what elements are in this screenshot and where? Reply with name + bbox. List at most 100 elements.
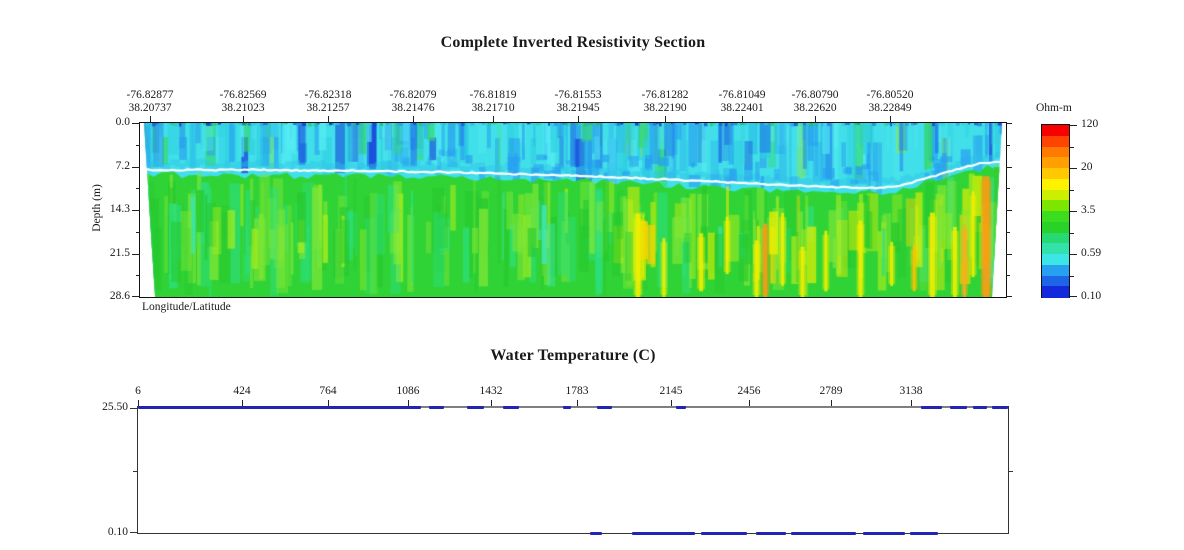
lonlat-label-lat: 38.21023 xyxy=(221,102,265,114)
depth-tick-minor-right xyxy=(1006,275,1010,276)
colorbar-band xyxy=(1042,232,1069,244)
lonlat-label-lat: 38.20737 xyxy=(128,102,172,114)
lonlat-tick xyxy=(493,116,494,123)
colorbar-tick-label: 120 xyxy=(1081,118,1099,130)
temperature-segment-25-50 xyxy=(597,406,613,409)
colorbar-band xyxy=(1042,178,1069,190)
lonlat-label-lon: -76.82318 xyxy=(304,89,352,101)
depth-tick-label: 28.6 xyxy=(109,290,130,302)
colorbar-band xyxy=(1042,125,1069,137)
colorbar-band xyxy=(1042,189,1069,201)
colorbar-title: Ohm-m xyxy=(1036,102,1072,114)
distance-tick xyxy=(138,400,139,406)
resistivity-axis-top xyxy=(140,122,1006,123)
distance-tick xyxy=(577,400,578,406)
distance-tick xyxy=(671,400,672,406)
lonlat-tick xyxy=(890,116,891,123)
depth-tick-major-left xyxy=(132,123,140,124)
temperature-segment-25-50 xyxy=(992,406,1008,409)
depth-tick-major-left xyxy=(132,167,140,168)
depth-tick-minor-right xyxy=(1006,188,1010,189)
lonlat-label-lon: -76.82569 xyxy=(219,89,267,101)
temperature-segment-25-50 xyxy=(921,406,942,409)
lonlat-tick xyxy=(578,116,579,123)
lonlat-label-lat: 38.21710 xyxy=(471,102,515,114)
distance-tick-label: 1783 xyxy=(565,385,589,397)
temperature-segment-0-10 xyxy=(909,532,939,535)
colorbar-band xyxy=(1042,157,1069,169)
colorbar-tick-major xyxy=(1070,125,1077,126)
colorbar-tick-label: 0.59 xyxy=(1081,247,1102,259)
colorbar-band xyxy=(1042,168,1069,180)
depth-tick-major-right xyxy=(1006,167,1012,168)
lonlat-tick xyxy=(665,116,666,123)
colorbar-band xyxy=(1042,135,1069,147)
lonlat-label-lat: 38.21257 xyxy=(306,102,350,114)
colorbar-band xyxy=(1042,146,1069,158)
depth-tick-label: 0.0 xyxy=(115,116,130,128)
temperature-tick-label: 0.10 xyxy=(107,526,128,538)
distance-tick xyxy=(749,400,750,406)
depth-tick-label: 7.2 xyxy=(115,160,130,172)
temperature-axis-left xyxy=(137,406,138,534)
lonlat-label-lon: -76.81049 xyxy=(718,89,766,101)
colorbar-tick-minor xyxy=(1070,190,1074,191)
colorbar-tick-minor xyxy=(1070,147,1074,148)
depth-tick-major-left xyxy=(132,210,140,211)
temperature-segment-25-50 xyxy=(973,406,988,409)
resistivity-section-title: Complete Inverted Resistivity Section xyxy=(440,34,706,51)
distance-tick-label: 2789 xyxy=(819,385,843,397)
depth-tick-label: 14.3 xyxy=(109,203,130,215)
lonlat-label-lon: -76.81282 xyxy=(641,89,689,101)
distance-tick-label: 2145 xyxy=(659,385,683,397)
depth-tick-minor-left xyxy=(136,232,140,233)
temperature-segment-25-50 xyxy=(503,406,520,409)
colorbar-band xyxy=(1042,275,1069,287)
colorbar-band xyxy=(1042,200,1069,212)
distance-tick xyxy=(328,400,329,406)
distance-tick-label: 764 xyxy=(319,385,337,397)
colorbar-tick-label: 3.5 xyxy=(1081,204,1096,216)
colorbar-tick-label: 20 xyxy=(1081,161,1093,173)
temperature-segment-0-10 xyxy=(700,532,747,535)
lonlat-label-lat: 38.22190 xyxy=(643,102,687,114)
colorbar-band xyxy=(1042,254,1069,266)
lonlat-label-lat: 38.21476 xyxy=(391,102,435,114)
depth-axis-label: Depth (m) xyxy=(91,184,103,232)
temperature-segment-25-50 xyxy=(466,406,485,409)
depth-tick-label: 21.5 xyxy=(109,247,130,259)
temperature-tick-minor-right xyxy=(1008,471,1013,472)
lonlat-label-lon: -76.81819 xyxy=(469,89,517,101)
colorbar-band xyxy=(1042,221,1069,233)
colorbar-band xyxy=(1042,243,1069,255)
colorbar-tick-label: 0.10 xyxy=(1081,290,1102,302)
depth-tick-major-right xyxy=(1006,210,1012,211)
lonlat-tick xyxy=(413,116,414,123)
temperature-segment-25-50 xyxy=(138,406,421,409)
temperature-segment-0-10 xyxy=(590,532,602,535)
distance-tick xyxy=(491,400,492,406)
water-temperature-title: Water Temperature (C) xyxy=(490,347,656,364)
colorbar-tick-major xyxy=(1070,296,1077,297)
colorbar-band xyxy=(1042,286,1069,298)
temperature-tick-label: 25.50 xyxy=(102,401,128,413)
colorbar-band xyxy=(1042,211,1069,223)
distance-tick-label: 1432 xyxy=(479,385,503,397)
lonlat-label-lon: -76.80520 xyxy=(866,89,914,101)
temperature-segment-25-50 xyxy=(949,406,968,409)
lonlat-label-lon: -76.82079 xyxy=(389,89,437,101)
lonlat-label-lon: -76.80790 xyxy=(791,89,839,101)
depth-tick-major-left xyxy=(132,254,140,255)
distance-tick xyxy=(831,400,832,406)
temperature-segment-0-10 xyxy=(790,532,856,535)
distance-tick-label: 424 xyxy=(233,385,251,397)
temperature-segment-0-10 xyxy=(862,532,906,535)
depth-tick-minor-right xyxy=(1006,232,1010,233)
lonlat-label-lon: -76.82877 xyxy=(126,89,174,101)
depth-tick-minor-left xyxy=(136,145,140,146)
distance-tick xyxy=(242,400,243,406)
colorbar-tick-major xyxy=(1070,254,1077,255)
lonlat-label-lat: 38.21945 xyxy=(556,102,600,114)
colorbar-tick-minor xyxy=(1070,233,1074,234)
